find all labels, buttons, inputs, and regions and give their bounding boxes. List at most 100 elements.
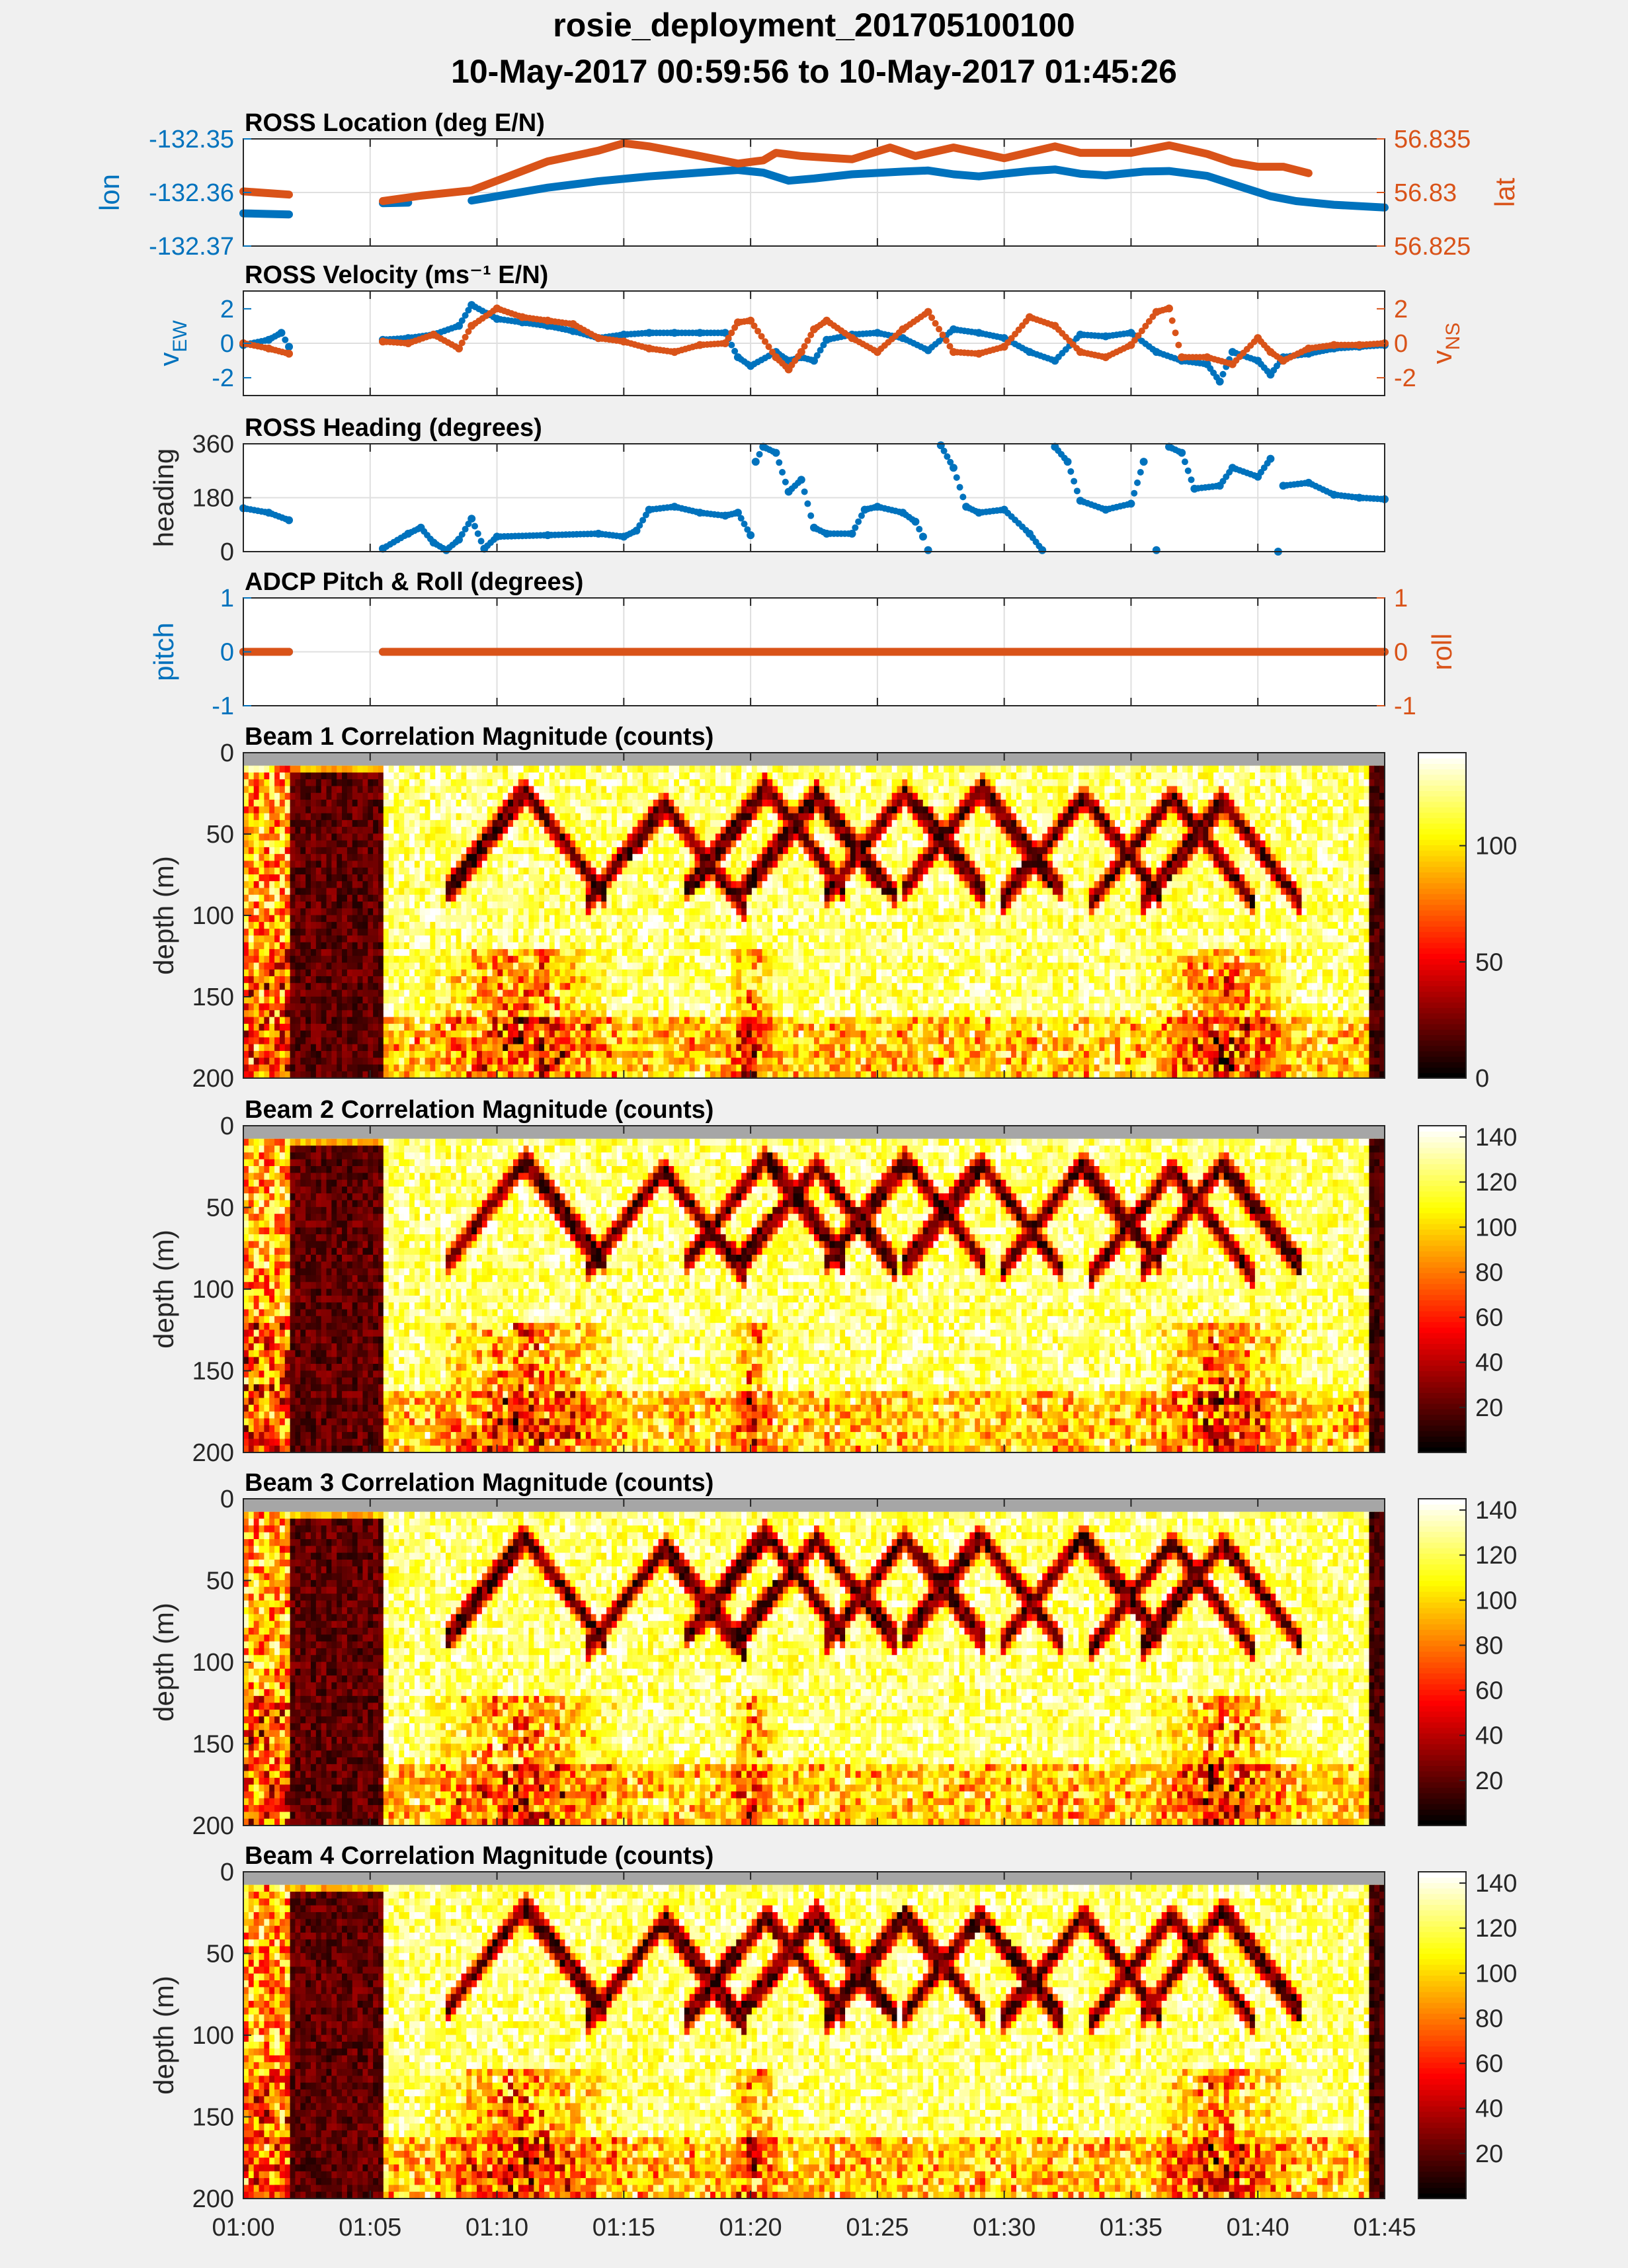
heatmap-cell bbox=[305, 895, 311, 902]
heatmap-cell bbox=[679, 956, 684, 963]
heatmap-cell bbox=[544, 888, 549, 896]
heatmap-cell bbox=[264, 881, 269, 888]
heatmap-cell bbox=[331, 1024, 337, 1031]
heatmap-cell bbox=[622, 929, 628, 936]
heatmap-cell bbox=[462, 820, 467, 827]
heatmap-cell bbox=[327, 1044, 332, 1052]
heatmap-cell bbox=[362, 935, 368, 943]
heatmap-cell bbox=[637, 997, 643, 1004]
heatmap-cell bbox=[337, 854, 342, 861]
heatmap-cell bbox=[637, 786, 643, 793]
heatmap-cell bbox=[280, 1037, 285, 1044]
heatmap-cell bbox=[575, 1051, 581, 1058]
heatmap-cell bbox=[259, 766, 265, 773]
heatmap-cell bbox=[570, 976, 575, 984]
heatmap-cell bbox=[637, 1024, 643, 1031]
heatmap-cell bbox=[534, 1024, 539, 1031]
heatmap-cell bbox=[487, 935, 493, 943]
heatmap-cell bbox=[435, 827, 440, 834]
heatmap-cell bbox=[373, 1058, 378, 1065]
heatmap-cell bbox=[327, 902, 332, 909]
heatmap-cell bbox=[331, 915, 337, 923]
heatmap-cell bbox=[373, 1030, 378, 1038]
heatmap-cell bbox=[659, 1051, 664, 1058]
heatmap-cell bbox=[679, 915, 684, 923]
heatmap-cell bbox=[425, 1003, 430, 1011]
heatmap-cell bbox=[669, 773, 674, 780]
heatmap-cell bbox=[305, 874, 311, 882]
heatmap-cell bbox=[653, 1003, 659, 1011]
heatmap-cell bbox=[575, 814, 581, 821]
heatmap-cell bbox=[415, 868, 420, 875]
heatmap-cell bbox=[539, 766, 544, 773]
heatmap-cell bbox=[477, 990, 482, 997]
heatmap-cell bbox=[456, 935, 462, 943]
heatmap-cell bbox=[274, 766, 280, 773]
heatmap-cell bbox=[384, 915, 389, 923]
heatmap-cell bbox=[622, 1064, 628, 1071]
heatmap-cell bbox=[404, 814, 409, 821]
heatmap-cell bbox=[394, 895, 399, 902]
heatmap-cell bbox=[462, 997, 467, 1004]
heatmap-cell bbox=[259, 983, 265, 990]
heatmap-cell bbox=[295, 1071, 300, 1079]
heatmap-cell bbox=[342, 833, 347, 841]
heatmap-cell bbox=[311, 773, 316, 780]
heatmap-cell bbox=[316, 793, 321, 800]
heatmap-cell bbox=[384, 1044, 389, 1052]
heatmap-cell bbox=[295, 1024, 300, 1031]
heatmap-cell bbox=[534, 908, 539, 915]
heatmap-cell bbox=[285, 786, 290, 793]
heatmap-cell bbox=[518, 847, 524, 855]
heatmap-cell bbox=[669, 1051, 674, 1058]
heatmap-cell bbox=[259, 868, 265, 875]
heatmap-cell bbox=[653, 833, 659, 841]
heatmap-cell bbox=[581, 847, 586, 855]
heatmap-cell bbox=[669, 861, 674, 868]
heatmap-cell bbox=[254, 779, 259, 786]
heatmap-cell bbox=[462, 929, 467, 936]
series-heading-point bbox=[1038, 546, 1046, 554]
heatmap-cell bbox=[560, 929, 565, 936]
heatmap-cell bbox=[290, 806, 296, 814]
heatmap-cell bbox=[254, 766, 259, 773]
heatmap-cell bbox=[601, 806, 606, 814]
heatmap-cell bbox=[596, 1044, 601, 1052]
heatmap-cell bbox=[575, 976, 581, 984]
heatmap-cell bbox=[632, 841, 637, 848]
heatmap-cell bbox=[539, 1051, 544, 1058]
heatmap-cell bbox=[420, 983, 425, 990]
heatmap-cell bbox=[435, 861, 440, 868]
heatmap-cell bbox=[663, 949, 669, 956]
heatmap-cell bbox=[264, 766, 269, 773]
heatmap-cell bbox=[415, 970, 420, 977]
heatmap-cell bbox=[358, 949, 363, 956]
heatmap-cell bbox=[575, 915, 581, 923]
heatmap-cell bbox=[264, 820, 269, 827]
heatmap-cell bbox=[290, 814, 296, 821]
heatmap-cell bbox=[663, 997, 669, 1004]
heatmap-cell bbox=[653, 888, 659, 896]
heatmap-cell bbox=[440, 861, 446, 868]
heatmap-cell bbox=[544, 997, 549, 1004]
heatmap-cell bbox=[539, 861, 544, 868]
heatmap-cell bbox=[285, 833, 290, 841]
heatmap-cell bbox=[259, 833, 265, 841]
heatmap-cell bbox=[290, 908, 296, 915]
heatmap-cell bbox=[539, 847, 544, 855]
heatmap-cell bbox=[466, 1017, 471, 1025]
heatmap-cell bbox=[269, 766, 274, 773]
heatmap-cell bbox=[435, 847, 440, 855]
heatmap-cell bbox=[269, 943, 274, 950]
heatmap-cell bbox=[560, 833, 565, 841]
heatmap-cell bbox=[384, 970, 389, 977]
heatmap-cell bbox=[342, 929, 347, 936]
heatmap-cell bbox=[497, 800, 503, 807]
heatmap-cell bbox=[425, 929, 430, 936]
heatmap-cell bbox=[404, 915, 409, 923]
heatmap-cell bbox=[399, 1003, 404, 1011]
heatmap-cell bbox=[555, 1010, 560, 1017]
heatmap-cell bbox=[462, 949, 467, 956]
heatmap-cell bbox=[243, 1044, 249, 1052]
heatmap-cell bbox=[508, 833, 513, 841]
